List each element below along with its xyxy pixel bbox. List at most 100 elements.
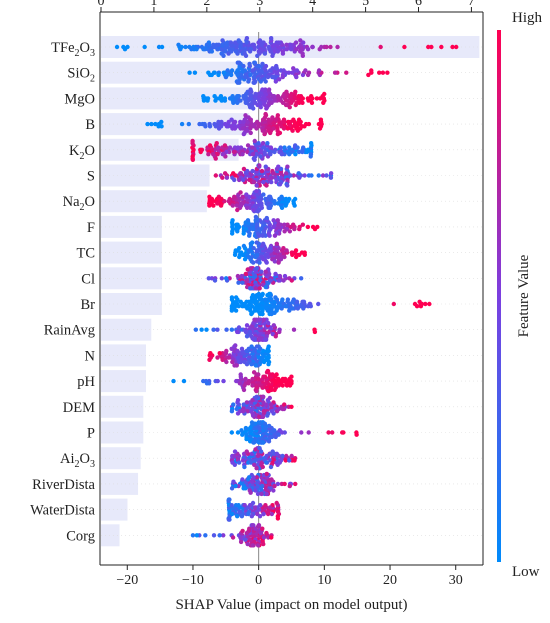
shap-point [283,458,288,463]
shap-point [252,60,257,65]
importance-bar [101,344,146,367]
shap-point [235,430,241,435]
shap-point [439,44,444,50]
shap-point [229,231,235,236]
shap-point [232,40,238,45]
shap-point [249,266,254,271]
shap-point [250,106,256,111]
shap-point [262,131,267,137]
shap-point [318,117,324,122]
shap-point [245,168,250,174]
shap-point [261,257,266,262]
shap-point [229,430,235,435]
shap-point [240,432,245,437]
shap-point [301,306,306,311]
shap-point [240,152,245,157]
shap-point [251,440,256,445]
shap-point [198,149,203,155]
shap-point [254,385,259,390]
shap-point [179,121,185,127]
shap-point [228,40,234,45]
shap-point [258,359,264,365]
feature-label: B [85,117,95,133]
shap-point [316,68,322,73]
top-tick-label: 0 [98,0,105,9]
shap-point [276,164,281,169]
shap-point [251,207,256,213]
shap-point [247,503,253,508]
feature-label: DEM [63,400,95,416]
shap-point [249,311,254,317]
shap-point [260,61,265,67]
shap-point [238,145,244,150]
shap-point [263,111,268,117]
shap-point [190,157,196,162]
top-tick-label: 6 [415,0,422,9]
feature-label: TC [76,246,95,262]
shap-point [232,119,238,125]
shap-point [219,276,225,281]
shap-point [275,218,280,223]
shap-point [277,273,283,279]
feature-label: RiverDista [32,477,95,493]
shap-point [249,420,255,425]
shap-point [215,355,220,360]
shap-point [281,126,287,131]
shap-point [216,72,221,78]
shap-point [204,327,209,332]
shap-point [207,72,213,78]
shap-point [296,117,302,122]
shap-point [223,49,228,54]
importance-bar [101,447,141,470]
shap-point [244,299,249,304]
shap-point [429,44,434,50]
shap-point [264,453,269,459]
shap-point [213,156,218,161]
shap-point [229,346,234,351]
shap-point [268,246,273,251]
shap-point [280,297,285,302]
colorbar-gradient [497,30,501,562]
shap-point [260,414,266,419]
shap-point [260,291,265,297]
shap-point [289,100,294,106]
shap-point [263,164,268,169]
shap-point [257,233,262,238]
shap-point [250,383,255,388]
shap-point [238,119,243,125]
shap-point [275,201,281,206]
shap-point [293,254,299,260]
shap-point [275,49,281,54]
shap-point [281,117,287,122]
shap-point [244,192,249,197]
importance-bars [101,32,483,565]
shap-point [273,79,279,84]
shap-point [249,362,254,367]
shap-point [235,72,240,78]
shap-point [263,79,268,84]
feature-label: TFe2O3 [51,40,95,59]
shap-point [178,47,183,52]
shap-point [312,329,318,335]
shap-point [293,481,298,487]
shap-point [271,171,276,176]
shap-point [256,317,261,322]
feature-label: RainAvg [44,323,95,339]
shap-point [254,183,259,188]
shap-point [259,168,265,174]
shap-point [285,297,291,302]
shap-point [229,486,235,491]
shap-point [251,320,256,326]
shap-point [292,119,297,125]
shap-point [263,503,268,508]
shap-point [263,63,269,69]
shap-point [258,449,264,454]
shap-point [192,70,198,75]
shap-point [250,413,256,418]
shap-point [450,44,455,50]
shap-point [232,252,238,257]
shap-point [300,299,305,304]
shap-point [280,453,285,459]
shap-point [282,481,287,487]
shap-point [267,47,272,52]
